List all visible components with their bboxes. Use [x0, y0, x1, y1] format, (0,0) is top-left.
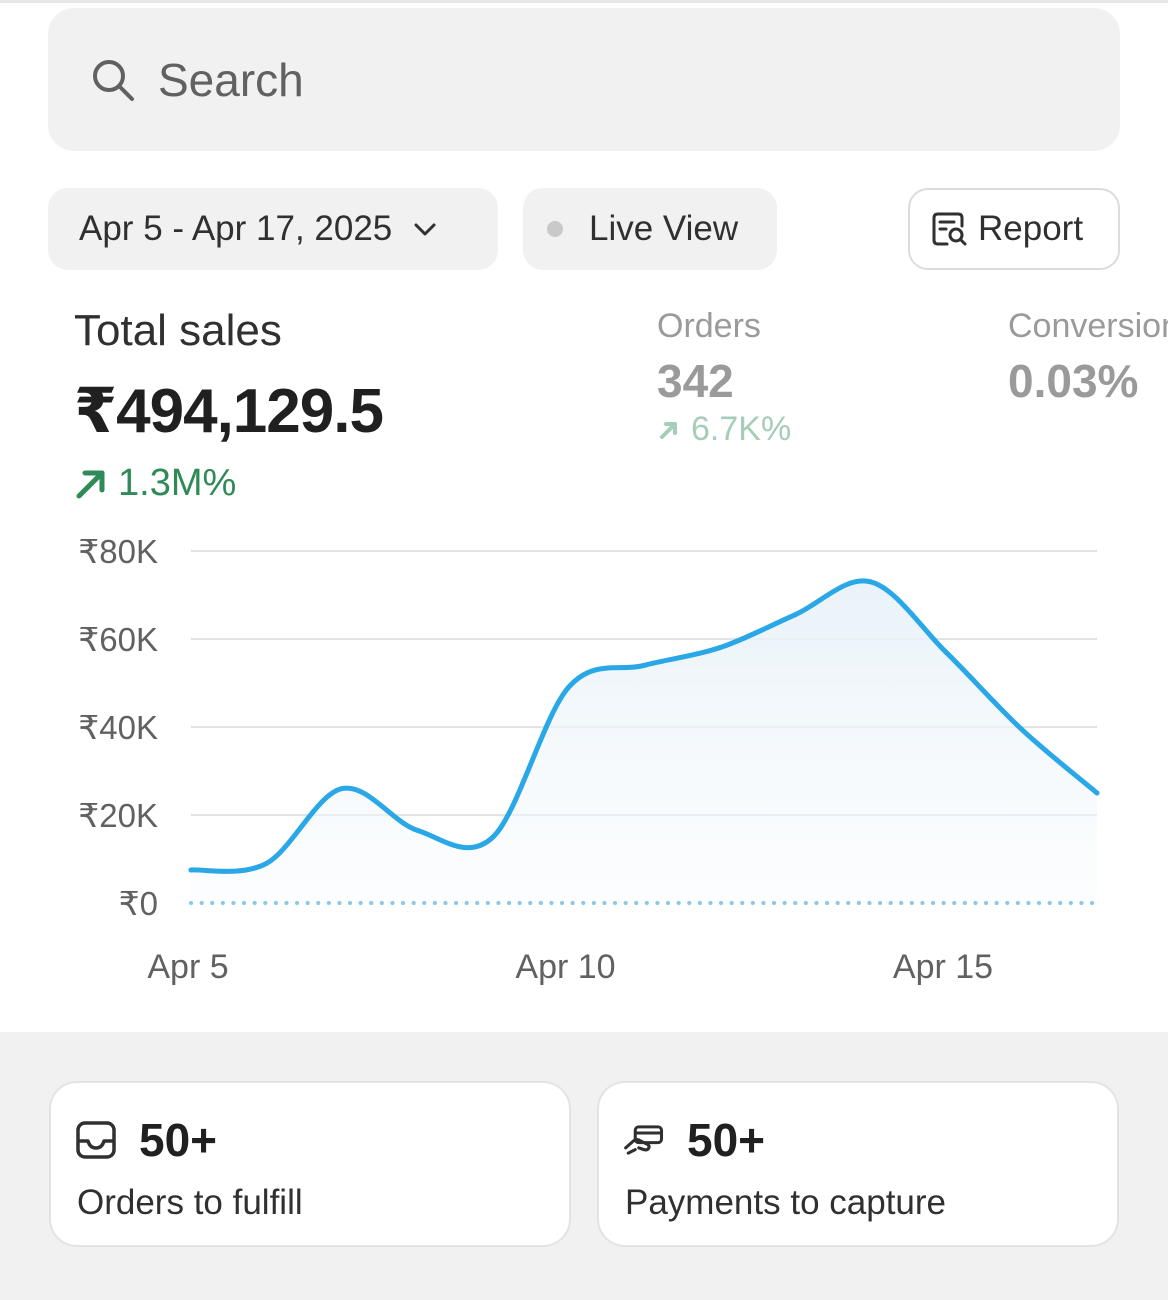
y-tick-label: ₹0 — [119, 885, 158, 922]
sales-chart: ₹80K ₹60K ₹40K ₹20K ₹0 Apr 5 Apr 10 Apr 15 — [78, 533, 1100, 986]
total-sales-value: ₹494,129.5 — [74, 377, 384, 446]
y-tick-label: ₹60K — [78, 621, 158, 658]
sales-data-point — [943, 649, 949, 655]
hand-card-icon — [624, 1125, 664, 1155]
conversion-title: Conversion — [1008, 307, 1168, 345]
sales-data-point — [868, 579, 873, 585]
live-view-label: Live View — [589, 209, 739, 248]
total-sales-title[interactable]: Total sales — [74, 306, 282, 355]
sales-data-point — [188, 867, 194, 873]
orders-to-fulfill-card[interactable]: 50+ Orders to fulfill — [49, 1081, 571, 1247]
arrow-up-right-icon — [76, 470, 105, 498]
orders-title[interactable]: Orders — [657, 307, 761, 345]
payments-to-capture-count: 50+ — [687, 1114, 766, 1166]
status-dot-icon — [547, 221, 563, 237]
sales-data-point — [641, 662, 647, 668]
top-divider — [0, 0, 1168, 3]
x-tick-label: Apr 5 — [147, 948, 228, 986]
search-icon — [93, 59, 134, 101]
total-sales-change-value: 1.3M% — [118, 462, 237, 504]
orders-change: 6.7K% — [657, 410, 791, 449]
sales-data-point — [566, 684, 571, 690]
inbox-icon — [76, 1121, 116, 1159]
live-view-button[interactable]: Live View — [523, 188, 777, 270]
sales-data-point — [1094, 790, 1100, 796]
y-tick-label: ₹80K — [78, 533, 158, 570]
orders-to-fulfill-count: 50+ — [139, 1114, 218, 1166]
conversion-metric[interactable]: Conversion 0.03% — [1008, 300, 1168, 420]
x-tick-label: Apr 15 — [893, 948, 993, 986]
date-range-button[interactable]: Apr 5 - Apr 17, 2025 — [48, 188, 498, 270]
report-label: Report — [978, 209, 1084, 248]
payments-to-capture-card[interactable]: 50+ Payments to capture — [597, 1081, 1119, 1247]
payments-to-capture-label: Payments to capture — [625, 1183, 946, 1222]
total-sales-change: 1.3M% — [74, 462, 236, 505]
sales-data-point — [339, 786, 345, 792]
sales-data-point — [1019, 726, 1024, 732]
sales-data-point — [415, 827, 420, 833]
x-tick-label: Apr 10 — [515, 948, 615, 986]
sales-data-point — [264, 860, 269, 866]
y-tick-label: ₹20K — [78, 797, 158, 834]
orders-value: 342 — [657, 355, 734, 407]
sales-data-point — [717, 645, 722, 651]
date-range-label: Apr 5 - Apr 17, 2025 — [79, 209, 393, 248]
sales-area-fill — [191, 580, 1097, 903]
arrow-up-right-icon — [660, 421, 677, 439]
report-button[interactable]: Report — [908, 188, 1120, 270]
conversion-value: 0.03% — [1008, 355, 1139, 407]
search-bar[interactable]: Search — [48, 8, 1120, 151]
sales-data-point — [792, 612, 798, 618]
y-tick-label: ₹40K — [78, 709, 158, 746]
sales-data-point — [490, 834, 496, 840]
orders-change-value: 6.7K% — [691, 410, 792, 448]
report-search-icon — [932, 212, 967, 246]
search-placeholder: Search — [158, 53, 304, 106]
orders-to-fulfill-label: Orders to fulfill — [77, 1183, 303, 1222]
chevron-down-icon — [414, 223, 436, 236]
